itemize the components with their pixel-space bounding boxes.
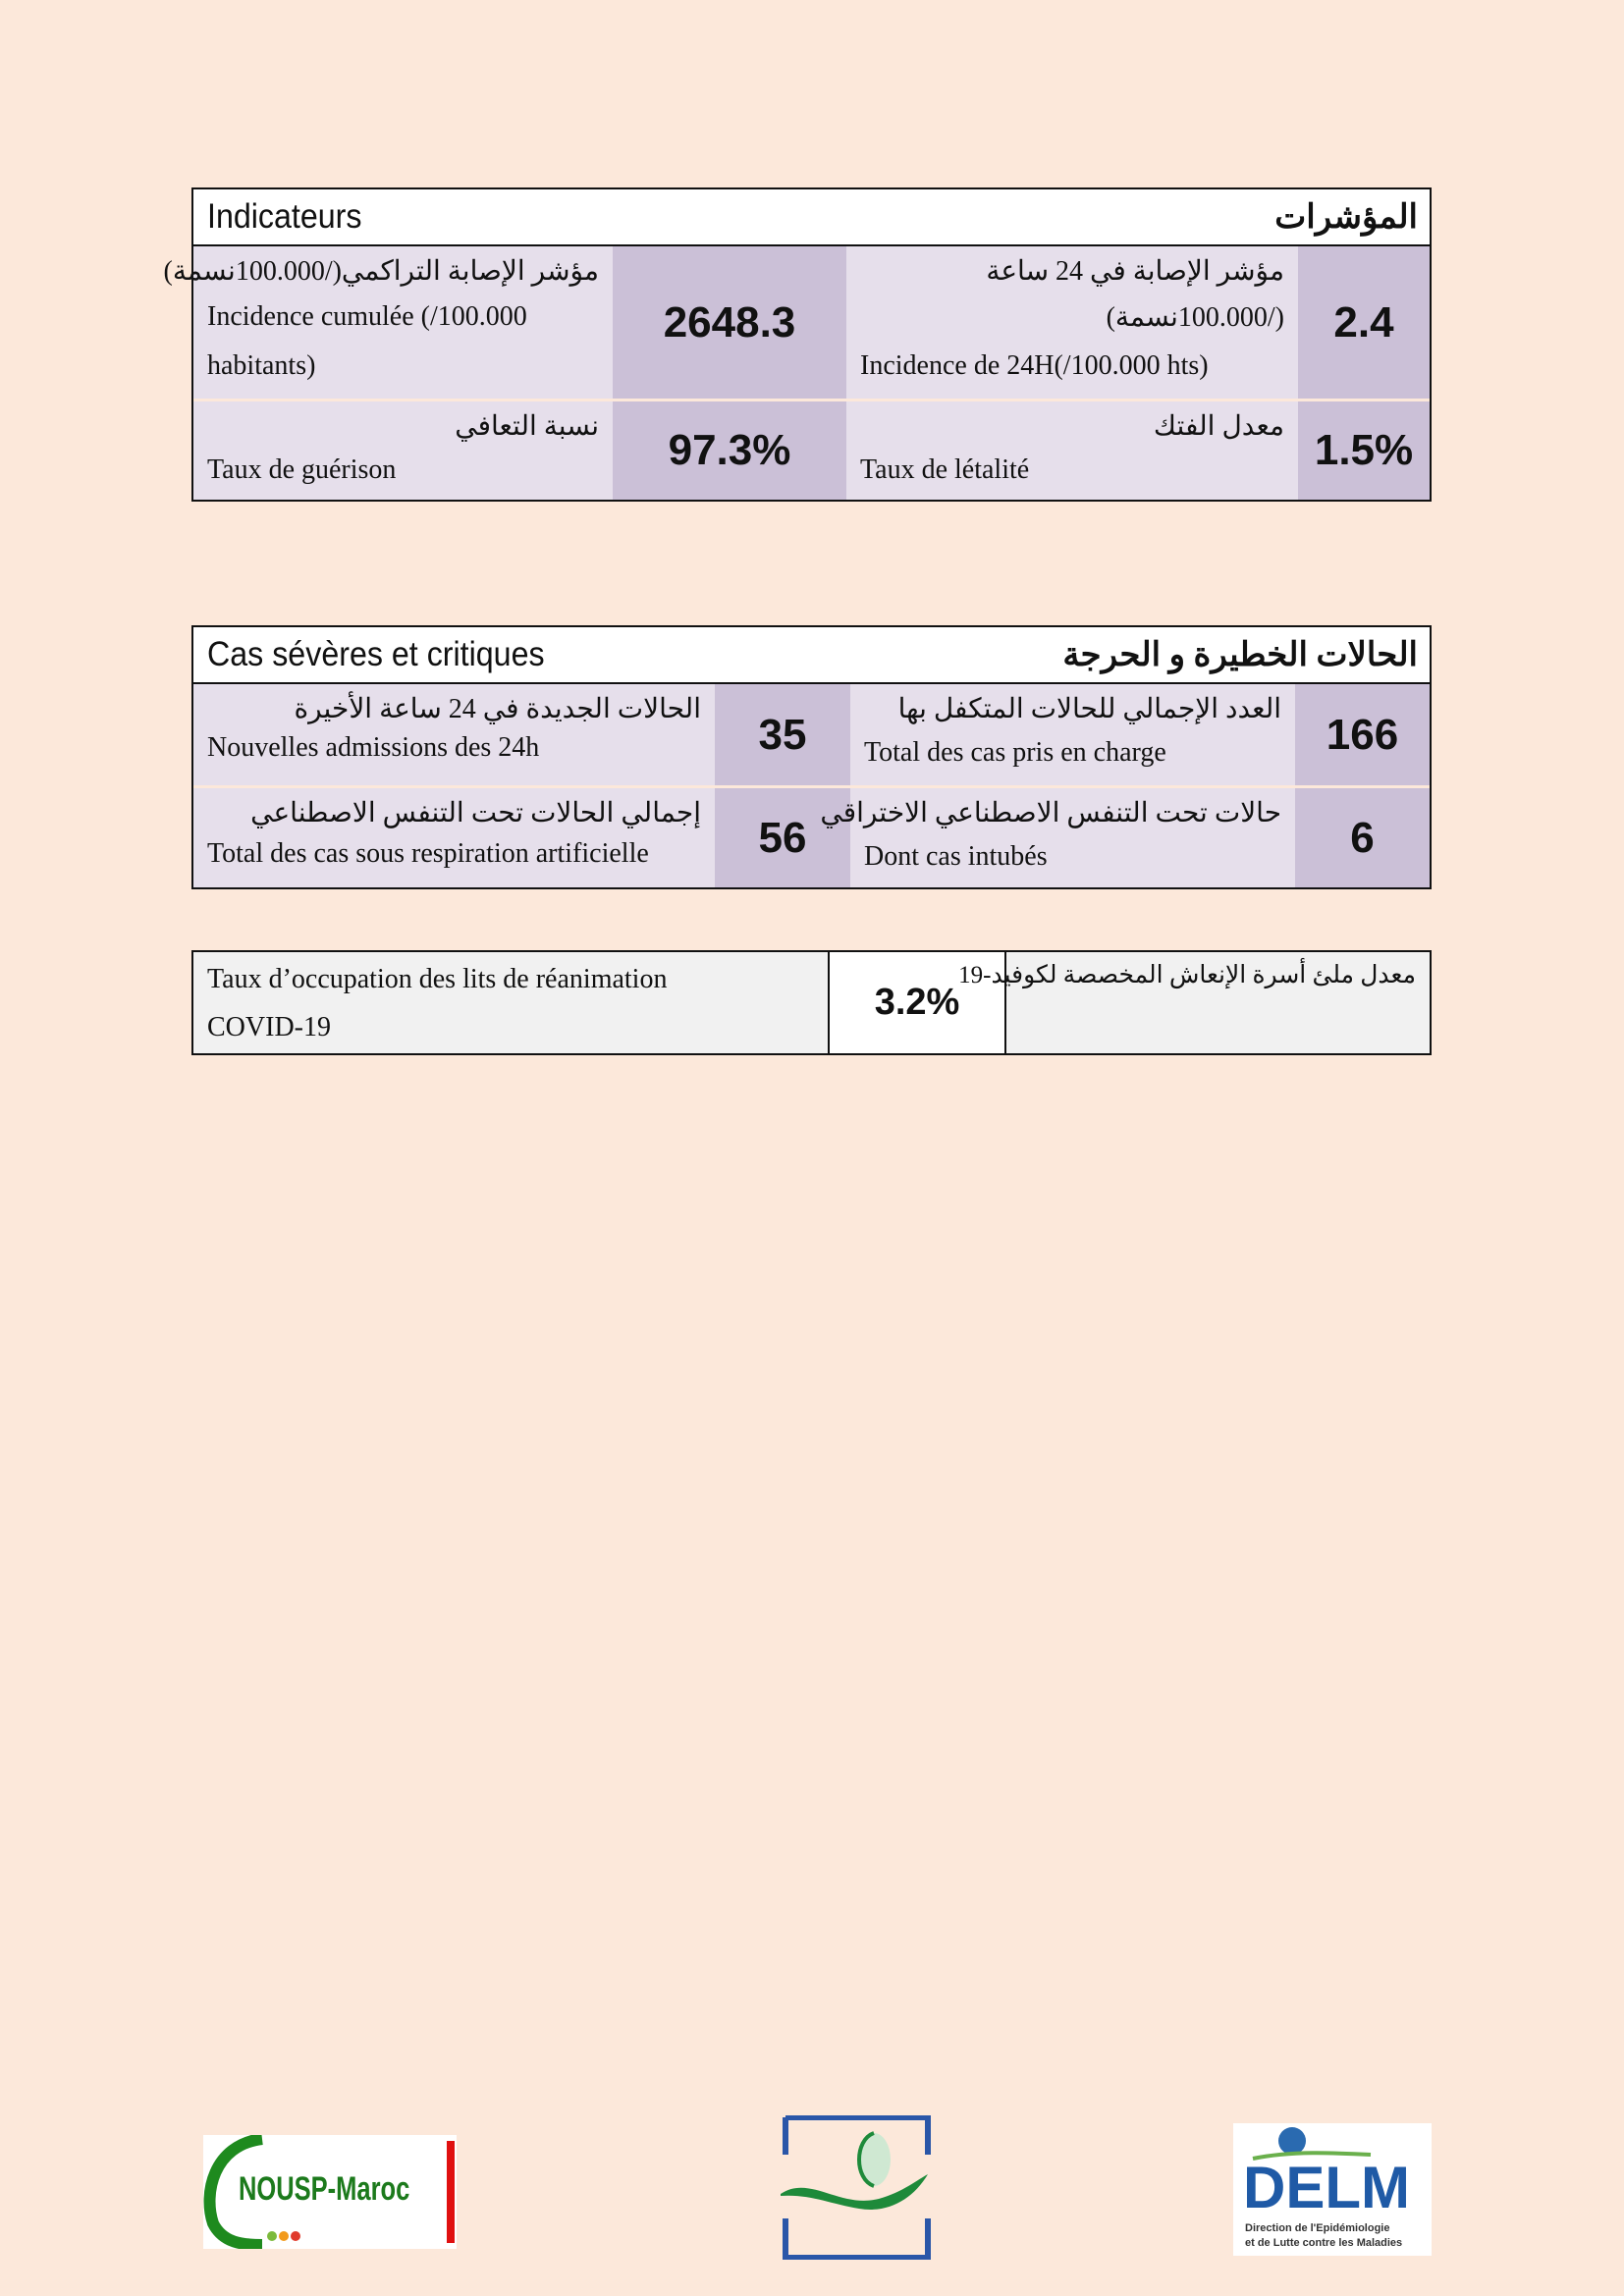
label-fr: Total des cas sous respiration artificie…: [207, 838, 649, 869]
indicators-title-ar: المؤشرات: [1274, 199, 1418, 236]
label-fr: Incidence cumulée (/100.000: [207, 301, 527, 332]
total-managed-value: 166: [1295, 684, 1430, 785]
icu-label-ar: معدل ملئ أسرة الإنعاش المخصصة لكوفيد-19: [958, 952, 1430, 1053]
label-ar: مؤشر الإصابة التراكمي(/100.000نسمة): [163, 256, 599, 287]
delm-logo-text: DELM: [1243, 2155, 1410, 2220]
label-fr: COVID-19: [207, 1012, 331, 1042]
label-ar: إجمالي الحالات تحت التنفس الاصطناعي: [250, 798, 701, 828]
new-admissions-value: 35: [715, 684, 850, 785]
delm-sub-2: et de Lutte contre les Maladies: [1245, 2237, 1403, 2249]
label-ar: العدد الإجمالي للحالات المتكفل بها: [897, 694, 1281, 724]
indicators-title-fr: Indicateurs: [207, 197, 362, 236]
label-fr: Nouvelles admissions des 24h: [207, 732, 540, 763]
new-admissions-label: الحالات الجديدة في 24 ساعة الأخيرة Nouve…: [193, 684, 715, 785]
label-ar: الحالات الجديدة في 24 ساعة الأخيرة: [294, 694, 701, 724]
cumulative-incidence-value: 2648.3: [613, 246, 846, 399]
label-fr: Total des cas pris en charge: [864, 737, 1166, 768]
artificial-respiration-label: إجمالي الحالات تحت التنفس الاصطناعي Tota…: [193, 788, 715, 887]
label-ar: (/100.000نسمة): [1106, 302, 1284, 333]
label-fr: habitants): [207, 350, 316, 381]
incidence-24h-value: 2.4: [1298, 246, 1430, 399]
incidence-24h-label: مؤشر الإصابة في 24 ساعة (/100.000نسمة) I…: [846, 246, 1298, 399]
icu-value: 3.2%: [830, 952, 1006, 1053]
severe-cases-table: Cas sévères et critiques الحالات الخطيرة…: [191, 625, 1432, 889]
nousp-swoosh-icon: [203, 2135, 455, 2249]
indicators-header: Indicateurs المؤشرات: [193, 189, 1430, 246]
artificial-respiration-value: 56: [715, 788, 850, 887]
label-ar: مؤشر الإصابة في 24 ساعة: [986, 256, 1284, 287]
crescent-emblem-icon: [781, 2114, 931, 2261]
indicators-table: Indicateurs المؤشرات مؤشر الإصابة التراك…: [164, 187, 1432, 502]
label-fr: Taux de létalité: [860, 454, 1030, 485]
ministry-emblem-logo: [781, 2114, 934, 2261]
recovery-rate-label: نسبة التعافي Taux de guérison: [193, 401, 613, 500]
icu-label-fr: Taux d’occupation des lits de réanimatio…: [193, 952, 830, 1053]
intubated-label: حالات تحت التنفس الاصطناعي الاختراقي Don…: [820, 788, 1295, 887]
fatality-rate-value: 1.5%: [1298, 401, 1430, 500]
label-fr: Incidence de 24H(/100.000 hts): [860, 350, 1209, 381]
icu-occupancy-table: Taux d’occupation des lits de réanimatio…: [191, 950, 1432, 1055]
fatality-rate-label: معدل الفتك Taux de létalité: [846, 401, 1298, 500]
severe-header: Cas sévères et critiques الحالات الخطيرة…: [193, 627, 1430, 684]
label-fr: Taux de guérison: [207, 454, 397, 485]
severe-title-fr: Cas sévères et critiques: [207, 635, 545, 673]
label-ar: نسبة التعافي: [455, 411, 599, 442]
label-ar: معدل ملئ أسرة الإنعاش المخصصة لكوفيد-19: [958, 962, 1416, 988]
label-ar: حالات تحت التنفس الاصطناعي الاختراقي: [820, 798, 1281, 828]
intubated-value: 6: [1295, 788, 1430, 887]
nousp-logo-text: NOUSP-Maroc: [239, 2170, 410, 2208]
label-fr: Dont cas intubés: [864, 841, 1048, 872]
delm-figure-icon: [1252, 2127, 1372, 2161]
label-ar: معدل الفتك: [1153, 411, 1284, 442]
cumulative-incidence-label: مؤشر الإصابة التراكمي(/100.000نسمة) Inci…: [164, 246, 613, 399]
label-fr: Taux d’occupation des lits de réanimatio…: [207, 964, 668, 994]
nousp-maroc-logo: NOUSP-Maroc: [203, 2135, 457, 2249]
recovery-rate-value: 97.3%: [613, 401, 846, 500]
total-managed-label: العدد الإجمالي للحالات المتكفل بها Total…: [850, 684, 1295, 785]
delm-logo: DELM Direction de l'Epidémiologie et de …: [1233, 2123, 1432, 2256]
delm-sub-1: Direction de l'Epidémiologie: [1245, 2222, 1390, 2234]
severe-title-ar: الحالات الخطيرة و الحرجة: [1062, 637, 1418, 673]
